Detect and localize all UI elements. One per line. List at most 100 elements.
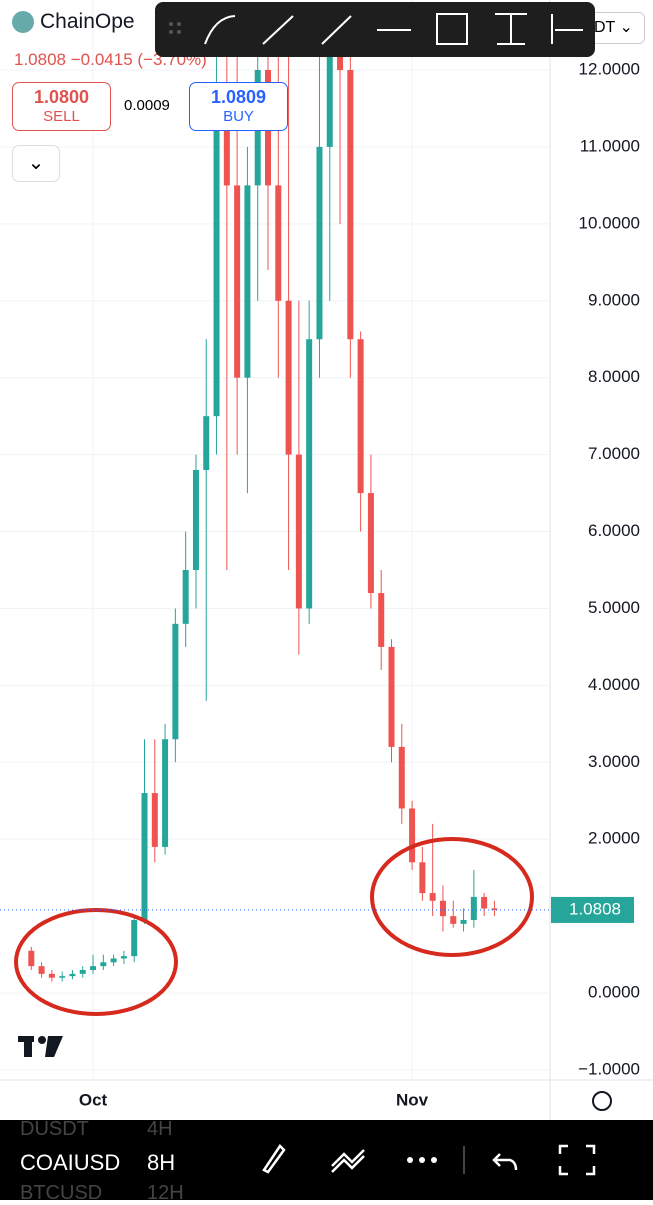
last-price-label: 1.0808: [569, 899, 621, 918]
annotation-circle: [370, 837, 534, 957]
candle-body: [398, 746, 405, 809]
collapse-button[interactable]: ⌄: [12, 145, 60, 182]
y-tick-label: 0.0000: [588, 983, 640, 1002]
symbol: ChainOpe: [12, 10, 135, 34]
bottom-bar: DUSDT 4H COAIUSDT 8H BTCUSD 12H: [0, 1118, 653, 1204]
y-tick-label: 9.0000: [588, 290, 640, 309]
pen-icon[interactable]: [262, 1144, 286, 1174]
y-tick-label: 12.0000: [579, 59, 640, 78]
candle-body: [419, 862, 426, 894]
sell-button[interactable]: 1.0800 SELL: [12, 82, 111, 131]
tool-measure[interactable]: [495, 13, 527, 45]
chart: −1.0000 0.0000 2.0000 3.0000 4.0000 5.0000 6.0…: [0, 0, 653, 1120]
buy-price: 1.0809: [210, 87, 267, 107]
y-tick-label: 2.0000: [588, 829, 640, 848]
candle-body: [192, 470, 199, 570]
candle-body: [347, 70, 354, 340]
candle-body: [429, 893, 436, 901]
candle-body: [367, 493, 374, 594]
y-tick-label: 4.0000: [588, 675, 640, 694]
candle-body: [450, 916, 457, 924]
tool-curve[interactable]: [204, 15, 236, 45]
candle-body: [337, 54, 344, 70]
candle-body: [131, 920, 138, 957]
symbol-name: ChainOpe: [40, 10, 135, 33]
y-tick-label: 11.0000: [580, 136, 640, 155]
candle-body: [357, 339, 364, 494]
candle-body: [378, 593, 385, 647]
y-tick-label: −1.0000: [578, 1059, 640, 1078]
tool-rect[interactable]: [436, 13, 468, 45]
candle-body: [48, 973, 55, 978]
y-tick-label: 8.0000: [588, 367, 640, 386]
candle-body: [110, 958, 117, 963]
symbol-option[interactable]: COAIUSDT: [20, 1150, 120, 1175]
y-tick-label: 7.0000: [588, 444, 640, 463]
candle-body: [90, 966, 97, 970]
candle-body: [275, 185, 282, 301]
interval-option[interactable]: 8H: [147, 1150, 176, 1175]
interval-option[interactable]: 4H: [147, 1118, 173, 1140]
tool-range[interactable]: [551, 14, 583, 44]
candle-body: [244, 185, 251, 378]
undo-icon[interactable]: [492, 1153, 518, 1171]
candle-body: [388, 646, 395, 747]
more-icon[interactable]: [407, 1157, 437, 1163]
candle-body: [316, 146, 323, 340]
candle-body: [59, 976, 66, 978]
sell-label: SELL: [43, 108, 80, 125]
settings-icon[interactable]: [592, 1091, 612, 1111]
tool-line[interactable]: [321, 15, 352, 45]
candle-body: [285, 300, 292, 455]
y-tick-label: 10.0000: [579, 213, 640, 232]
symbol-option[interactable]: DUSDT: [20, 1118, 89, 1140]
symbol-row: DUSDT 4H: [20, 1118, 173, 1141]
candle-body: [182, 570, 189, 624]
candle-body: [162, 739, 169, 847]
y-tick-label: 3.0000: [588, 752, 640, 771]
candle-body: [491, 908, 498, 910]
candle-body: [326, 54, 333, 147]
tools-icon[interactable]: [331, 1149, 365, 1173]
candle-body: [439, 900, 446, 917]
candle-body: [295, 454, 302, 609]
candle-body: [460, 920, 467, 924]
candle-body: [38, 966, 45, 974]
candle-body: [172, 623, 179, 740]
last-price-tag: [551, 896, 634, 923]
candle-body: [79, 970, 86, 974]
candle-body: [223, 108, 230, 186]
x-tick-label: Oct: [79, 1090, 108, 1109]
candle-body: [28, 950, 35, 967]
candle-body: [234, 185, 241, 378]
annotation-circle: [14, 908, 178, 1016]
symbol-option[interactable]: BTCUSD: [20, 1182, 103, 1204]
candle-body: [203, 416, 210, 470]
drawing-toolbar: [155, 2, 595, 57]
sell-price: 1.0800: [33, 87, 90, 107]
symbol-row: BTCUSD 12H: [20, 1182, 184, 1205]
candle-body: [141, 793, 148, 920]
candle-body: [69, 973, 76, 977]
tool-arrow[interactable]: [262, 15, 294, 45]
buy-button[interactable]: 1.0809 BUY: [189, 82, 288, 131]
candle-body: [409, 808, 416, 863]
y-tick-label: 5.0000: [588, 598, 640, 617]
candles: [28, 31, 498, 982]
candle-body: [306, 339, 313, 609]
currency: DT: [594, 19, 616, 36]
fullscreen-icon[interactable]: [558, 1144, 596, 1176]
symbol-row: COAIUSDT: [20, 1150, 120, 1176]
tv-logo: [18, 1036, 63, 1057]
y-tick-label: 6.0000: [588, 521, 640, 540]
candle-body: [213, 108, 220, 417]
candle-body: [120, 956, 127, 959]
candle-body: [100, 962, 107, 967]
grid: [0, 0, 550, 1080]
interval-option[interactable]: 12H: [147, 1182, 184, 1204]
candle-body: [151, 793, 158, 847]
candle-body: [481, 896, 488, 909]
candle-body: [470, 896, 477, 920]
bottom-icons: [262, 1144, 596, 1176]
